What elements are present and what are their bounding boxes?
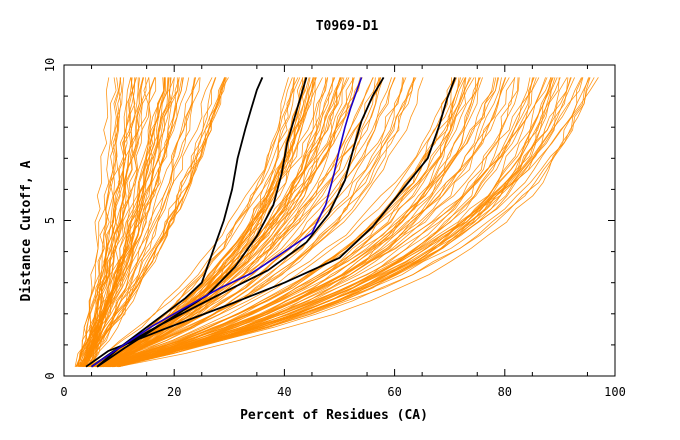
x-axis-label: Percent of Residues (CA) [240, 408, 428, 423]
background-series-line-37 [83, 77, 133, 367]
x-tick-label: 80 [498, 385, 512, 399]
y-tick-label: 10 [43, 58, 57, 72]
background-series-line-46 [85, 77, 121, 367]
background-series-line-103 [106, 77, 342, 368]
background-series-line-117 [94, 77, 317, 368]
background-series-line-106 [104, 77, 363, 368]
background-series-line-168 [94, 77, 506, 368]
background-series-line-16 [89, 77, 226, 367]
background-series-line-5 [83, 77, 117, 367]
background-series-line-160 [97, 77, 554, 368]
background-series-line-169 [98, 77, 456, 368]
black-series-line-3 [85, 77, 457, 368]
background-series-line-79 [103, 77, 384, 368]
background-series-line-177 [106, 77, 458, 368]
background-series-line-45 [79, 77, 145, 367]
background-series-line-97 [96, 77, 293, 368]
x-tick-label: 100 [604, 385, 626, 399]
background-series-line-69 [102, 77, 414, 368]
background-series-line-114 [105, 77, 407, 368]
chart-title: T0969-D1 [316, 19, 379, 34]
background-series-line-141 [100, 77, 569, 368]
y-tick-label: 0 [43, 372, 57, 379]
background-series-line-111 [106, 77, 374, 368]
background-series-line-139 [92, 77, 461, 368]
background-series-line-40 [81, 77, 196, 367]
black-series-line-2 [90, 76, 385, 368]
background-series-line-77 [88, 77, 415, 368]
background-series-line-165 [118, 77, 460, 368]
x-tick-label: 20 [167, 385, 181, 399]
background-series-line-57 [79, 77, 175, 367]
black-series-line-0 [96, 77, 264, 368]
background-series-line-56 [84, 77, 229, 367]
background-series-line-178 [101, 77, 467, 368]
background-series-line-171 [114, 77, 591, 368]
background-series-line-179 [100, 77, 533, 368]
background-series-line-116 [91, 77, 328, 368]
background-series-line-148 [106, 77, 516, 368]
background-series-line-47 [90, 77, 151, 367]
background-series-line-96 [90, 77, 335, 368]
y-tick-label: 5 [43, 217, 57, 224]
series-layer [74, 76, 599, 368]
background-series-line-133 [92, 77, 455, 368]
x-tick-label: 40 [277, 385, 291, 399]
background-series-line-159 [101, 77, 476, 368]
tick-layer: 0 20 40 60 80 100 0 5 10 [43, 58, 626, 399]
background-series-line-174 [96, 77, 500, 368]
background-series-line-123 [110, 77, 540, 368]
background-series-line-89 [91, 77, 405, 368]
background-series-line-28 [84, 77, 132, 367]
background-series-line-87 [97, 77, 392, 368]
background-series-line-163 [92, 77, 556, 368]
background-series-line-175 [92, 77, 515, 368]
background-series-line-50 [80, 77, 213, 367]
background-series-line-153 [112, 77, 502, 368]
background-series-line-4 [87, 77, 217, 367]
background-series-line-173 [112, 77, 551, 368]
y-axis-label: Distance Cutoff, A [19, 160, 34, 301]
highlight-series-line-4 [91, 77, 363, 368]
background-series-line-38 [81, 77, 175, 367]
x-tick-label: 0 [60, 385, 67, 399]
background-series-line-53 [77, 77, 123, 367]
background-series-line-120 [108, 77, 475, 368]
background-series-line-23 [85, 77, 200, 367]
background-series-line-59 [89, 77, 119, 367]
background-series-line-39 [79, 77, 110, 367]
background-series-line-58 [78, 77, 178, 367]
x-tick-label: 60 [387, 385, 401, 399]
background-series-line-150 [118, 77, 583, 368]
background-series-line-167 [98, 77, 497, 368]
background-series-line-158 [112, 77, 483, 368]
background-series-line-43 [85, 77, 216, 367]
background-series-line-154 [97, 77, 591, 368]
background-series-line-94 [87, 77, 299, 368]
background-series-line-49 [80, 77, 150, 367]
background-series-line-61 [92, 77, 424, 368]
background-series-line-157 [106, 77, 589, 368]
background-series-line-52 [74, 77, 147, 367]
